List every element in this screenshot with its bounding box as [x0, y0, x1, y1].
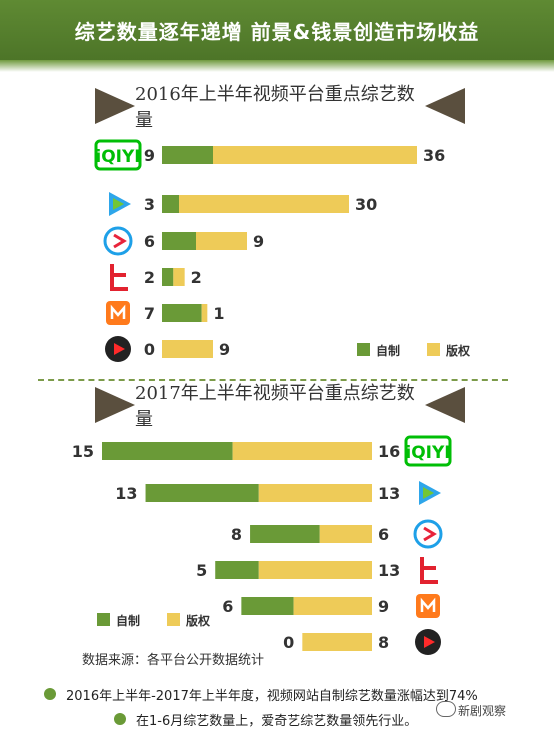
legend-2017-self-swatch — [97, 613, 110, 626]
legend-2016-licensed-swatch — [427, 343, 440, 356]
page-title: 综艺数量逐年递增 前景&钱景创造市场收益 — [0, 0, 554, 60]
bar-2016-licensed-mango — [201, 304, 208, 322]
logo-2017-iqiyi — [404, 435, 452, 467]
label-2016-self-letv: 2 — [144, 268, 155, 287]
legend-2017-self-label: 自制 — [116, 613, 140, 628]
label-2017-self-sohu: 0 — [283, 633, 294, 652]
bar-2016-licensed-iqiyi — [213, 146, 417, 164]
legend-2016-self-swatch — [357, 343, 370, 356]
logo-2016-sohu-inner — [114, 343, 125, 355]
bar-2017-self-letv — [215, 561, 259, 579]
bar-2017-licensed-letv — [258, 561, 372, 579]
banner-shadow — [0, 60, 554, 72]
label-2017-licensed-sohu: 8 — [378, 633, 389, 652]
bar-2016-licensed-letv — [173, 268, 185, 286]
bar-2016-self-letv — [162, 268, 174, 286]
legend-2017-licensed-swatch — [167, 613, 180, 626]
label-2017-licensed-iqiyi: 16 — [378, 442, 400, 461]
legend-2016-licensed-label: 版权 — [446, 343, 471, 358]
data-source: 数据来源：各平台公开数据统计 — [82, 653, 265, 668]
label-2017-licensed-tencent: 13 — [378, 484, 400, 503]
logo-2017-tencent-inner — [423, 487, 434, 499]
label-2016-self-mango: 7 — [144, 304, 155, 323]
legend-2017-licensed-label: 版权 — [186, 613, 211, 628]
bar-2017-licensed-iqiyi — [232, 442, 372, 460]
label-2016-self-sohu: 0 — [144, 340, 155, 359]
label-2017-self-youku: 8 — [231, 525, 242, 544]
bar-2016-licensed-tencent — [179, 195, 349, 213]
bar-2017-self-mango — [241, 597, 294, 615]
bullet-icon — [114, 713, 126, 725]
ribbon-left-arrow — [95, 387, 135, 423]
label-2016-licensed-iqiyi: 36 — [423, 146, 445, 165]
logo-2017-youku — [413, 519, 443, 549]
ribbon-right-arrow — [425, 387, 465, 423]
wechat-icon — [436, 701, 456, 717]
bar-2017-self-iqiyi — [102, 442, 233, 460]
logo-2017-sohu-inner — [424, 636, 435, 648]
note-leader: 在1-6月综艺数量上，爱奇艺综艺数量领先行业。 — [136, 714, 418, 729]
label-2017-licensed-letv: 13 — [378, 561, 400, 580]
label-2017-self-iqiyi: 15 — [72, 442, 94, 461]
watermark: 新剧观察 — [458, 704, 507, 718]
label-2016-licensed-youku: 9 — [253, 232, 264, 251]
label-2017-licensed-youku: 6 — [378, 525, 389, 544]
label-2016-self-tencent: 3 — [144, 195, 155, 214]
logo-2017-letv — [420, 557, 438, 584]
bar-2016-licensed-sohu — [162, 340, 213, 358]
bar-2017-self-youku — [250, 525, 320, 543]
logo-2016-youku-inner — [113, 233, 127, 249]
bar-2016-self-tencent — [162, 195, 179, 213]
bar-2017-licensed-youku — [319, 525, 372, 543]
logo-2016-mango-inner — [110, 304, 126, 319]
logo-2016-youku — [103, 226, 133, 256]
label-2016-licensed-sohu: 9 — [219, 340, 230, 359]
logo-2017-mango — [416, 594, 440, 618]
logo-2016-letv — [110, 264, 128, 291]
label-2016-self-youku: 6 — [144, 232, 155, 251]
logo-2017-iqiyi-text: iQIYI — [405, 443, 450, 463]
bar-2017-self-tencent — [145, 484, 259, 502]
bar-2017-licensed-mango — [293, 597, 372, 615]
label-2016-self-iqiyi: 9 — [144, 146, 155, 165]
bar-2017-licensed-tencent — [258, 484, 372, 502]
bar-2016-self-youku — [162, 232, 196, 250]
legend-2016-self-label: 自制 — [376, 343, 400, 358]
bar-2016-licensed-youku — [196, 232, 247, 250]
bar-2016-self-iqiyi — [162, 146, 213, 164]
logo-2016-tencent-inner — [113, 198, 124, 210]
label-2017-self-mango: 6 — [222, 597, 233, 616]
logo-2016-mango — [106, 301, 130, 325]
label-2016-licensed-letv: 2 — [191, 268, 202, 287]
label-2017-self-tencent: 13 — [115, 484, 137, 503]
section-divider — [38, 379, 508, 381]
label-2017-licensed-mango: 9 — [378, 597, 389, 616]
ribbon-right-arrow — [425, 88, 465, 124]
logo-2017-mango-inner — [420, 597, 436, 612]
logo-2016-iqiyi-text: iQIYI — [95, 147, 140, 167]
label-2016-licensed-mango: 1 — [213, 304, 224, 323]
label-2017-self-letv: 5 — [196, 561, 207, 580]
note-growth: 2016年上半年-2017年上半年度，视频网站自制综艺数量涨幅达到74% — [66, 689, 478, 704]
bar-2016-self-mango — [162, 304, 202, 322]
logo-2017-youku-inner — [423, 526, 437, 542]
label-2016-licensed-tencent: 30 — [355, 195, 377, 214]
bar-2017-licensed-sohu — [302, 633, 372, 651]
ribbon-left-arrow — [95, 88, 135, 124]
bullet-icon — [44, 688, 56, 700]
logo-2016-iqiyi — [94, 139, 142, 171]
section-2017-title-ribbon: 2017年上半年视频平台重点综艺数量 — [95, 383, 465, 430]
